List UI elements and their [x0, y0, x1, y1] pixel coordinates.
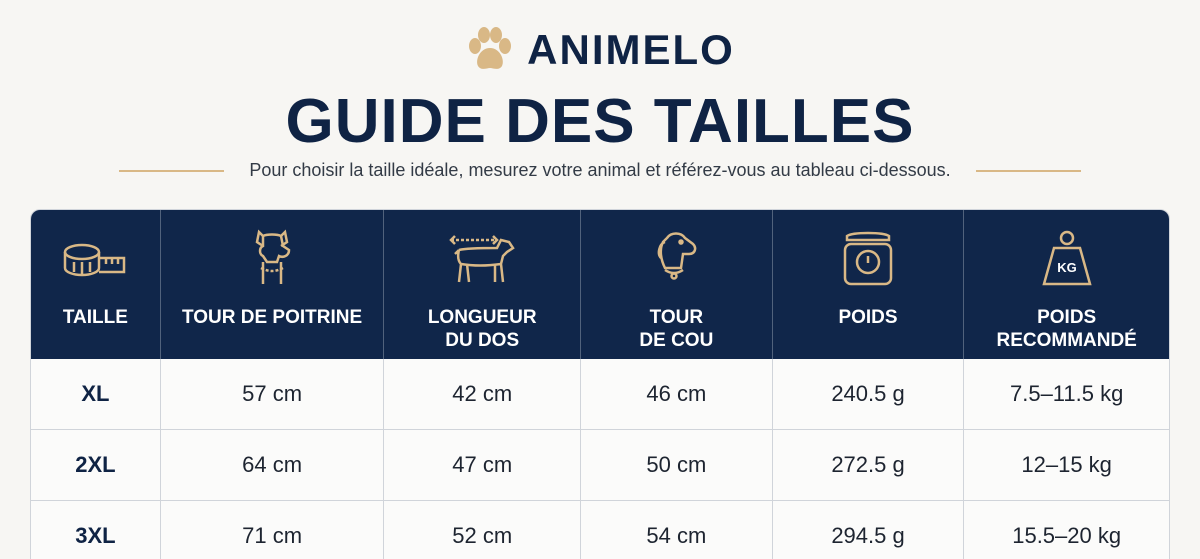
- cell-neck: 46 cm: [581, 359, 773, 429]
- cell-recommended-weight: 12–15 kg: [1021, 452, 1112, 477]
- cell-recommended-weight: 7.5–11.5 kg: [1009, 381, 1124, 406]
- cell-chest: 64 cm: [161, 430, 385, 500]
- header-recommended-weight: KG POIDS RECOMMANDÉ: [964, 210, 1169, 359]
- table-row: 3XL 71 cm 52 cm 54 cm 294.5 g 15.5–20 kg: [31, 501, 1169, 559]
- svg-text:KG: KG: [1057, 260, 1077, 275]
- divider-right: [975, 169, 1081, 172]
- header-weight: POIDS: [773, 210, 965, 359]
- cell-back-length: 52 cm: [384, 501, 582, 559]
- cell-size: 3XL: [31, 501, 161, 559]
- cell-size: XL: [31, 359, 161, 429]
- cell-recommended-weight: 15.5–20 kg: [1012, 523, 1122, 548]
- cell-chest: 57 cm: [161, 359, 385, 429]
- size-table: TAILLE TOUR DE POITRINE: [30, 209, 1170, 559]
- divider-left: [119, 169, 225, 172]
- header-label-recommended-weight: POIDS RECOMMANDÉ: [996, 307, 1137, 351]
- tape-measure-icon: [64, 243, 126, 277]
- cell-chest: 71 cm: [161, 501, 385, 559]
- header-label-chest: TOUR DE POITRINE: [181, 307, 363, 328]
- header-label-neck: TOUR DE COU: [639, 307, 714, 351]
- header-chest: TOUR DE POITRINE: [161, 210, 385, 359]
- subtitle-row: Pour choisir la taille idéale, mesurez v…: [0, 160, 1200, 181]
- cell-size: 2XL: [31, 430, 161, 500]
- paw-icon: [469, 27, 512, 69]
- header-neck: TOUR DE COU: [581, 210, 773, 359]
- brand-header: ANIMELO: [0, 26, 1200, 74]
- header-back-length: LONGUEUR DU DOS: [384, 210, 582, 359]
- table-row: 2XL 64 cm 47 cm 50 cm 272.5 g 12–15 kg: [31, 430, 1169, 501]
- scale-icon: [843, 231, 893, 286]
- cell-weight: 272.5 g: [773, 430, 965, 500]
- dog-chest-icon: [255, 229, 291, 284]
- dog-back-length-icon: [449, 235, 515, 283]
- cell-neck: 50 cm: [581, 430, 773, 500]
- kg-weight-icon: KG: [1042, 230, 1092, 286]
- header-label-back-length: LONGUEUR DU DOS: [427, 307, 537, 351]
- table-row: XL 57 cm 42 cm 46 cm 240.5 g 7.5–11.5 kg: [31, 359, 1169, 430]
- header-size: TAILLE: [31, 210, 161, 359]
- cell-weight: 240.5 g: [773, 359, 965, 429]
- page-title: GUIDE DES TAILLES: [285, 87, 915, 156]
- table-header-row: TAILLE TOUR DE POITRINE: [31, 210, 1169, 359]
- cell-back-length: 42 cm: [384, 359, 582, 429]
- header-label-size: TAILLE: [62, 307, 128, 328]
- header-label-weight: POIDS: [838, 307, 898, 328]
- cell-weight: 294.5 g: [773, 501, 965, 559]
- cell-neck: 54 cm: [581, 501, 773, 559]
- dog-neck-icon: [658, 232, 697, 280]
- cell-back-length: 47 cm: [384, 430, 582, 500]
- brand-name: ANIMELO: [527, 26, 735, 73]
- subtitle: Pour choisir la taille idéale, mesurez v…: [249, 160, 951, 180]
